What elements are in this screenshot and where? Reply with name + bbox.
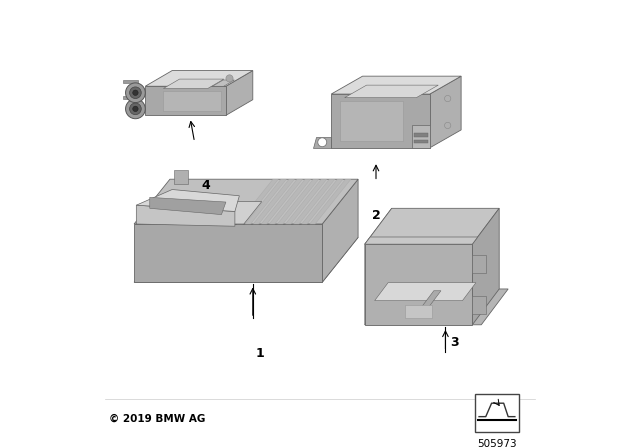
Circle shape [132, 106, 138, 112]
Polygon shape [269, 179, 310, 224]
Polygon shape [332, 76, 461, 94]
Polygon shape [365, 244, 472, 325]
Circle shape [317, 138, 327, 147]
Polygon shape [245, 179, 287, 224]
Bar [474, 394, 519, 432]
Polygon shape [145, 70, 253, 86]
Text: 4: 4 [202, 179, 210, 193]
Polygon shape [301, 179, 343, 224]
Polygon shape [472, 296, 486, 314]
Polygon shape [277, 179, 319, 224]
Polygon shape [414, 133, 428, 137]
Polygon shape [430, 76, 461, 148]
Polygon shape [226, 70, 253, 115]
Polygon shape [365, 208, 392, 325]
Circle shape [445, 95, 451, 102]
Polygon shape [365, 237, 477, 244]
Polygon shape [136, 205, 235, 226]
Polygon shape [412, 125, 430, 148]
Polygon shape [310, 179, 351, 224]
Circle shape [226, 75, 233, 82]
Polygon shape [212, 80, 234, 86]
Polygon shape [134, 237, 358, 282]
Circle shape [125, 83, 145, 103]
Circle shape [445, 122, 451, 129]
Polygon shape [136, 202, 262, 224]
Polygon shape [123, 96, 138, 99]
Polygon shape [134, 224, 323, 282]
Polygon shape [472, 208, 499, 325]
Polygon shape [472, 255, 486, 273]
Text: 505973: 505973 [477, 439, 516, 448]
Circle shape [132, 90, 138, 95]
Polygon shape [314, 137, 332, 148]
Polygon shape [294, 179, 335, 224]
Circle shape [125, 99, 145, 119]
Text: 2: 2 [372, 208, 380, 222]
Polygon shape [405, 305, 432, 318]
Polygon shape [365, 289, 508, 325]
Polygon shape [332, 94, 430, 148]
Polygon shape [261, 179, 303, 224]
Polygon shape [253, 179, 294, 224]
Polygon shape [285, 179, 326, 224]
Text: © 2019 BMW AG: © 2019 BMW AG [109, 414, 206, 424]
Polygon shape [323, 179, 358, 282]
Polygon shape [145, 86, 226, 115]
Polygon shape [340, 101, 403, 141]
Polygon shape [123, 80, 138, 83]
Polygon shape [163, 90, 221, 111]
Polygon shape [374, 283, 476, 301]
Polygon shape [414, 140, 428, 143]
Polygon shape [150, 197, 226, 215]
Circle shape [129, 87, 141, 99]
Polygon shape [136, 190, 239, 211]
Polygon shape [163, 79, 224, 89]
Polygon shape [134, 179, 358, 224]
Text: 3: 3 [450, 336, 459, 349]
Polygon shape [365, 208, 499, 244]
Text: 1: 1 [255, 347, 264, 361]
Circle shape [129, 103, 141, 115]
Polygon shape [344, 85, 438, 98]
Polygon shape [174, 170, 188, 184]
Polygon shape [237, 179, 278, 224]
Polygon shape [415, 291, 441, 316]
